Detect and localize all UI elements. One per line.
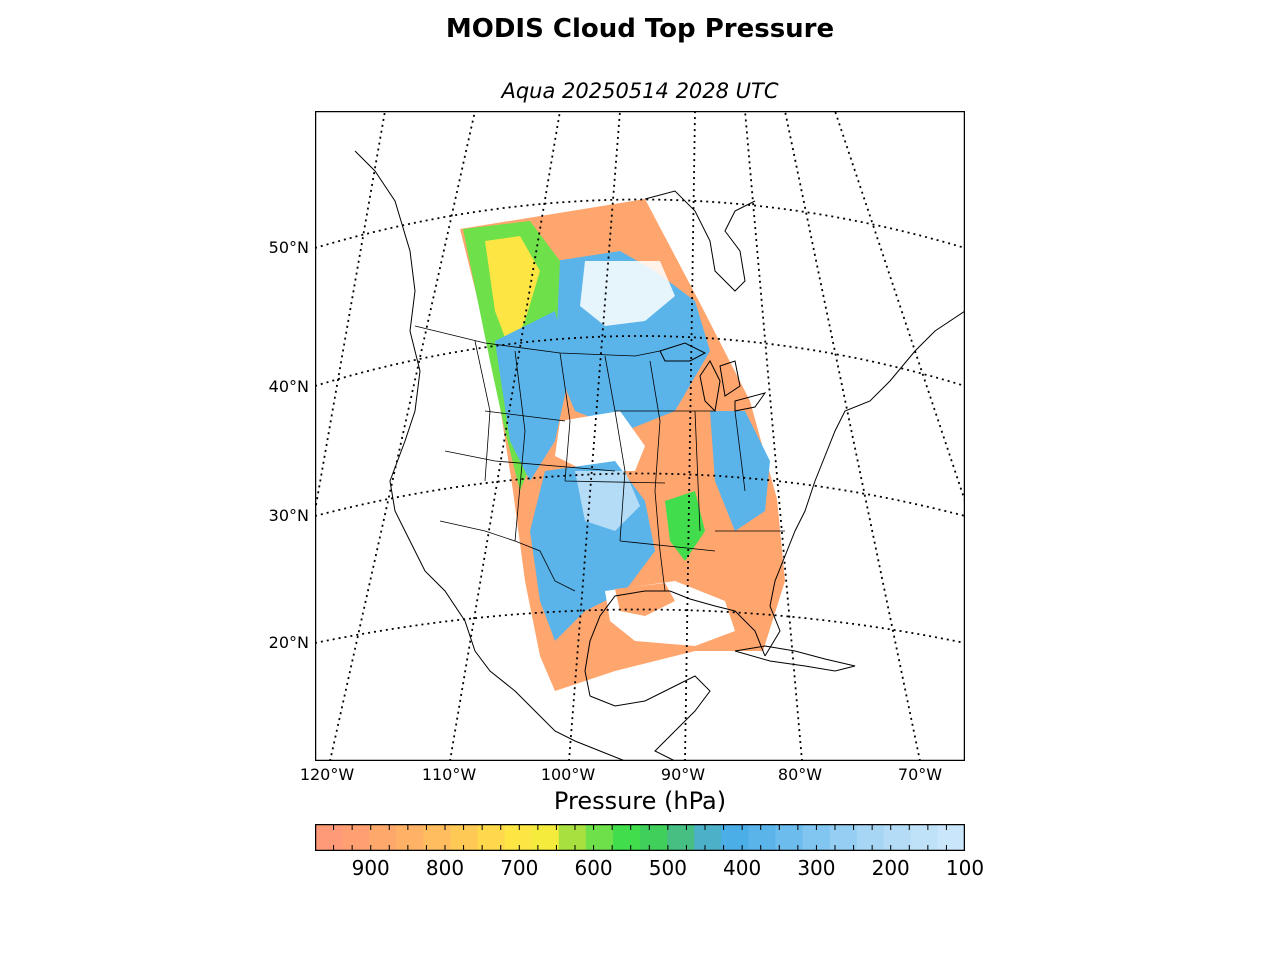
colorbar-swatch — [667, 824, 695, 851]
coastlines — [354, 150, 965, 761]
state-border-lines — [444, 340, 785, 592]
colorbar-swatch — [585, 824, 614, 851]
colorbar-tick-label: 700 — [500, 856, 539, 880]
meridian-60w — [834, 111, 965, 502]
colorbar-swatch — [315, 824, 343, 851]
colorbar-swatch — [694, 824, 722, 851]
colorbar-tick-label: 900 — [351, 856, 390, 880]
colorbar-swatch — [856, 824, 885, 851]
lon-label-100w: 100°W — [540, 765, 596, 784]
swath-mid-east — [665, 491, 705, 561]
cuba-coastline — [734, 645, 856, 672]
colorbar-tick-label: 600 — [574, 856, 613, 880]
colorbar-swatch — [504, 824, 533, 851]
colorbar-tick-label: 300 — [797, 856, 836, 880]
colorbar-tick-label: 500 — [648, 856, 687, 880]
parallel-40n — [315, 335, 965, 387]
colorbar-swatch — [748, 824, 776, 851]
colorbar-tick-label: 800 — [425, 856, 465, 880]
map-panel — [315, 111, 965, 761]
political-borders — [414, 325, 785, 592]
meridian-120w — [329, 111, 476, 761]
meridian-110w — [449, 111, 561, 761]
map-title: MODIS Cloud Top Pressure — [445, 14, 835, 44]
lat-label-50n: 50°N — [268, 238, 309, 257]
lat-label-20n: 20°N — [268, 633, 309, 652]
cloud-swath — [460, 199, 785, 691]
colorbar-swatch — [342, 824, 370, 851]
colorbar-swatch — [937, 824, 965, 851]
lon-label-120w: 120°W — [299, 765, 355, 784]
colorbar-swatch — [369, 824, 397, 851]
lon-label-90w: 90°W — [660, 765, 706, 784]
us-mexico-border — [439, 520, 576, 592]
yucatan-coastline — [589, 675, 711, 761]
meridian-100w — [568, 111, 621, 761]
hudson-bay-coast — [644, 190, 756, 292]
swath-veryhigh-north — [580, 261, 675, 326]
colorbar — [315, 824, 965, 851]
swath-mid-west-yellow — [485, 236, 540, 351]
map-canvas — [315, 111, 965, 761]
swath-high-east — [710, 411, 770, 531]
colorbar-swatch — [558, 824, 587, 851]
colorbar-swatch — [612, 824, 641, 851]
colorbar-swatch — [721, 824, 749, 851]
colorbar-swatch — [640, 824, 668, 851]
colorbar-tick-label: 400 — [723, 856, 762, 880]
meridian-90w — [684, 111, 696, 761]
parallel-50n — [315, 198, 965, 249]
pacific-coastline — [354, 150, 626, 761]
map-subtitle: Aqua 20250514 2028 UTC — [501, 79, 779, 103]
lon-label-80w: 80°W — [777, 765, 823, 784]
gulf-coastline — [584, 590, 766, 697]
atlantic-coastline — [764, 310, 965, 657]
meridian-130w — [315, 111, 386, 512]
lon-label-70w: 70°W — [897, 765, 943, 784]
colorbar-swatch — [396, 824, 424, 851]
map-border — [315, 111, 965, 761]
colorbar-swatch — [883, 824, 912, 851]
colorbar-swatch — [423, 824, 451, 851]
graticule — [315, 111, 965, 761]
lat-label-30n: 30°N — [268, 506, 309, 525]
colorbar-frame — [315, 824, 965, 851]
meridian-80w — [744, 111, 803, 761]
colorbar-swatch — [775, 824, 803, 851]
colorbar-swatch — [829, 824, 858, 851]
swath-high-west — [495, 311, 570, 481]
colorbar-tick-label: 100 — [945, 856, 985, 880]
colorbar-swatch — [910, 824, 939, 851]
colorbar-swatch — [450, 824, 478, 851]
lon-label-110w: 110°W — [421, 765, 477, 784]
meridian-70w — [784, 111, 921, 761]
colorbar-swatch — [531, 824, 560, 851]
colorbar-tick-label: 200 — [871, 856, 910, 880]
great-lakes — [659, 342, 767, 413]
lat-label-40n: 40°N — [268, 377, 309, 396]
colorbar-title: Pressure (hPa) — [553, 787, 727, 815]
